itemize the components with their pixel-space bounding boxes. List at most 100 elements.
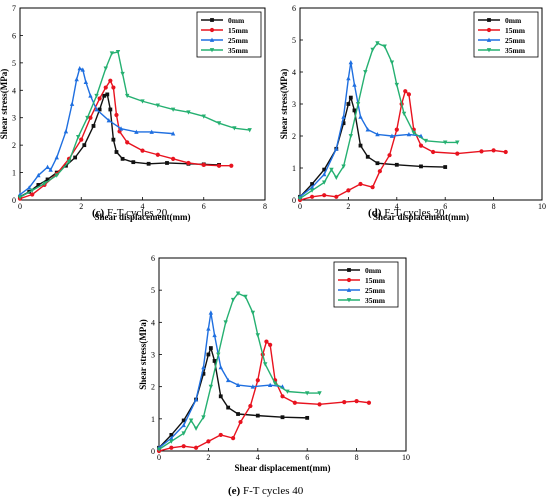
data-point-0mm <box>358 143 363 148</box>
data-point-35mm <box>341 164 346 169</box>
data-point-35mm <box>201 415 206 420</box>
series-line-25mm <box>158 311 283 449</box>
data-point-15mm <box>479 149 484 154</box>
data-point-0mm <box>352 108 357 113</box>
data-point-15mm <box>418 143 424 148</box>
data-point-35mm <box>329 167 334 172</box>
series-line-25mm <box>19 67 174 196</box>
data-point-15mm <box>370 185 375 190</box>
data-point-15mm <box>248 403 253 409</box>
data-point-15mm <box>169 445 174 450</box>
data-point-25mm <box>88 93 93 98</box>
x-tick-label: 2 <box>346 202 350 211</box>
data-point-15mm <box>231 436 236 441</box>
data-point-35mm <box>375 41 380 46</box>
data-point-35mm <box>120 71 125 77</box>
data-point-25mm <box>63 129 69 134</box>
data-point-25mm <box>352 82 357 87</box>
data-point-25mm <box>212 332 217 338</box>
data-point-15mm <box>292 400 297 405</box>
data-point-25mm <box>235 382 241 387</box>
data-point-0mm <box>102 93 107 98</box>
data-point-25mm <box>218 364 223 370</box>
data-point-15mm <box>97 96 102 101</box>
data-point-15mm <box>155 152 160 157</box>
data-point-15mm <box>403 89 408 94</box>
caption-text: F-T cycles 20 <box>104 207 168 219</box>
data-point-15mm <box>354 399 359 404</box>
data-point-35mm <box>186 110 191 115</box>
y-tick-label: 5 <box>151 286 155 295</box>
data-point-15mm <box>255 378 260 383</box>
data-point-0mm <box>218 394 223 399</box>
data-point-35mm <box>317 391 322 396</box>
data-point-25mm <box>149 129 154 134</box>
data-point-25mm <box>225 377 231 383</box>
legend-label: 15mm <box>365 276 386 285</box>
y-tick-label: 3 <box>12 114 16 123</box>
data-point-25mm <box>170 131 176 136</box>
data-point-0mm <box>443 165 448 169</box>
data-point-35mm <box>216 352 221 357</box>
data-point-15mm <box>216 163 222 168</box>
data-point-0mm <box>146 161 151 166</box>
data-point-15mm <box>193 445 199 450</box>
data-point-15mm <box>431 149 436 155</box>
data-point-35mm <box>193 426 199 431</box>
series-line-0mm <box>158 347 308 449</box>
data-point-35mm <box>181 431 186 436</box>
data-point-25mm <box>36 172 41 178</box>
x-tick-label: 4 <box>141 202 145 211</box>
caption-letter: (e) <box>228 485 241 497</box>
data-point-15mm <box>264 339 269 344</box>
y-tick-label: 3 <box>292 100 296 109</box>
legend-label: 0mm <box>228 16 245 25</box>
data-point-15mm <box>366 400 372 405</box>
data-point-0mm <box>82 143 87 148</box>
data-point-15mm <box>103 85 108 90</box>
data-point-15mm <box>503 149 508 155</box>
data-point-35mm <box>389 60 395 65</box>
y-tick-label: 5 <box>292 36 296 45</box>
data-point-25mm <box>26 185 32 190</box>
data-point-25mm <box>106 118 112 123</box>
data-point-0mm <box>305 415 310 420</box>
data-point-35mm <box>297 196 303 201</box>
data-point-0mm <box>165 161 169 165</box>
data-point-15mm <box>346 188 351 193</box>
chart-caption: (c) F-T cycles 20 <box>92 207 168 219</box>
data-point-25mm <box>83 79 89 84</box>
x-tick-label: 4 <box>395 202 399 211</box>
y-tick-label: 7 <box>12 4 16 13</box>
data-point-35mm <box>305 391 310 396</box>
data-point-35mm <box>140 99 145 104</box>
data-point-0mm <box>341 121 346 126</box>
data-point-35mm <box>232 126 237 131</box>
y-tick-label: 3 <box>151 351 155 360</box>
legend-label: 0mm <box>365 266 382 275</box>
data-point-15mm <box>387 153 392 158</box>
data-point-25mm <box>346 76 351 81</box>
data-point-35mm <box>85 115 90 121</box>
x-tick-label: 8 <box>492 202 496 211</box>
data-point-25mm <box>309 184 315 190</box>
y-tick-label: 0 <box>292 196 296 205</box>
data-point-15mm <box>394 127 399 132</box>
data-point-25mm <box>341 114 346 119</box>
data-point-25mm <box>54 155 59 160</box>
data-point-0mm <box>73 155 78 160</box>
legend-label: 15mm <box>505 26 526 35</box>
data-point-25mm <box>322 172 327 177</box>
data-point-35mm <box>401 111 407 116</box>
data-point-25mm <box>193 397 199 402</box>
data-point-35mm <box>309 188 315 193</box>
data-point-35mm <box>423 138 429 144</box>
data-point-25mm <box>406 132 412 137</box>
data-point-15mm <box>358 181 363 187</box>
data-point-35mm <box>216 121 222 126</box>
data-point-0mm <box>108 107 113 112</box>
y-tick-label: 1 <box>12 169 16 178</box>
data-point-35mm <box>170 107 176 112</box>
data-point-15mm <box>206 439 211 444</box>
